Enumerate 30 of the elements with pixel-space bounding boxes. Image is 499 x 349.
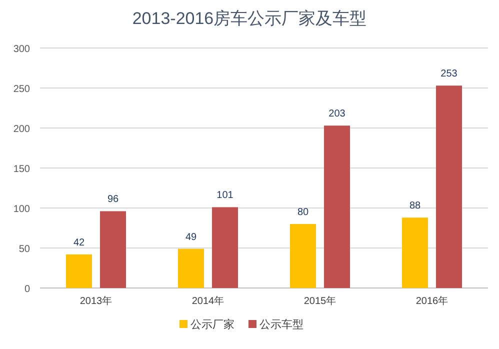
data-label: 96 — [107, 194, 119, 206]
bar — [178, 248, 204, 288]
y-tick-label: 150 — [13, 164, 30, 175]
x-tick-label: 2016年 — [416, 295, 448, 307]
y-tick-label: 50 — [18, 244, 30, 255]
y-tick-label: 0 — [24, 284, 30, 295]
y-tick-label: 250 — [13, 84, 30, 95]
bar — [402, 218, 428, 288]
bar — [290, 224, 316, 288]
data-label: 253 — [440, 68, 458, 80]
data-label: 203 — [328, 108, 346, 120]
legend-label: 公示厂家 — [190, 318, 234, 331]
data-label: 80 — [297, 207, 309, 218]
legend-label: 公示车型 — [260, 318, 304, 331]
bar — [436, 86, 462, 288]
bar — [324, 126, 350, 288]
bar — [100, 211, 126, 288]
data-label: 88 — [409, 200, 421, 212]
x-tick-label: 2015年 — [304, 295, 336, 307]
y-tick-label: 200 — [13, 124, 30, 135]
x-tick-label: 2014年 — [192, 295, 224, 307]
data-label: 42 — [73, 237, 85, 248]
x-tick-label: 2013年 — [80, 295, 112, 307]
y-tick-label: 300 — [13, 44, 30, 55]
data-label: 101 — [216, 190, 234, 202]
y-tick-label: 100 — [13, 204, 30, 215]
bar — [66, 254, 92, 288]
data-label: 49 — [185, 232, 197, 243]
bar — [212, 207, 238, 288]
chart-title: 2013-2016房车公示厂家及车型 — [132, 9, 367, 28]
